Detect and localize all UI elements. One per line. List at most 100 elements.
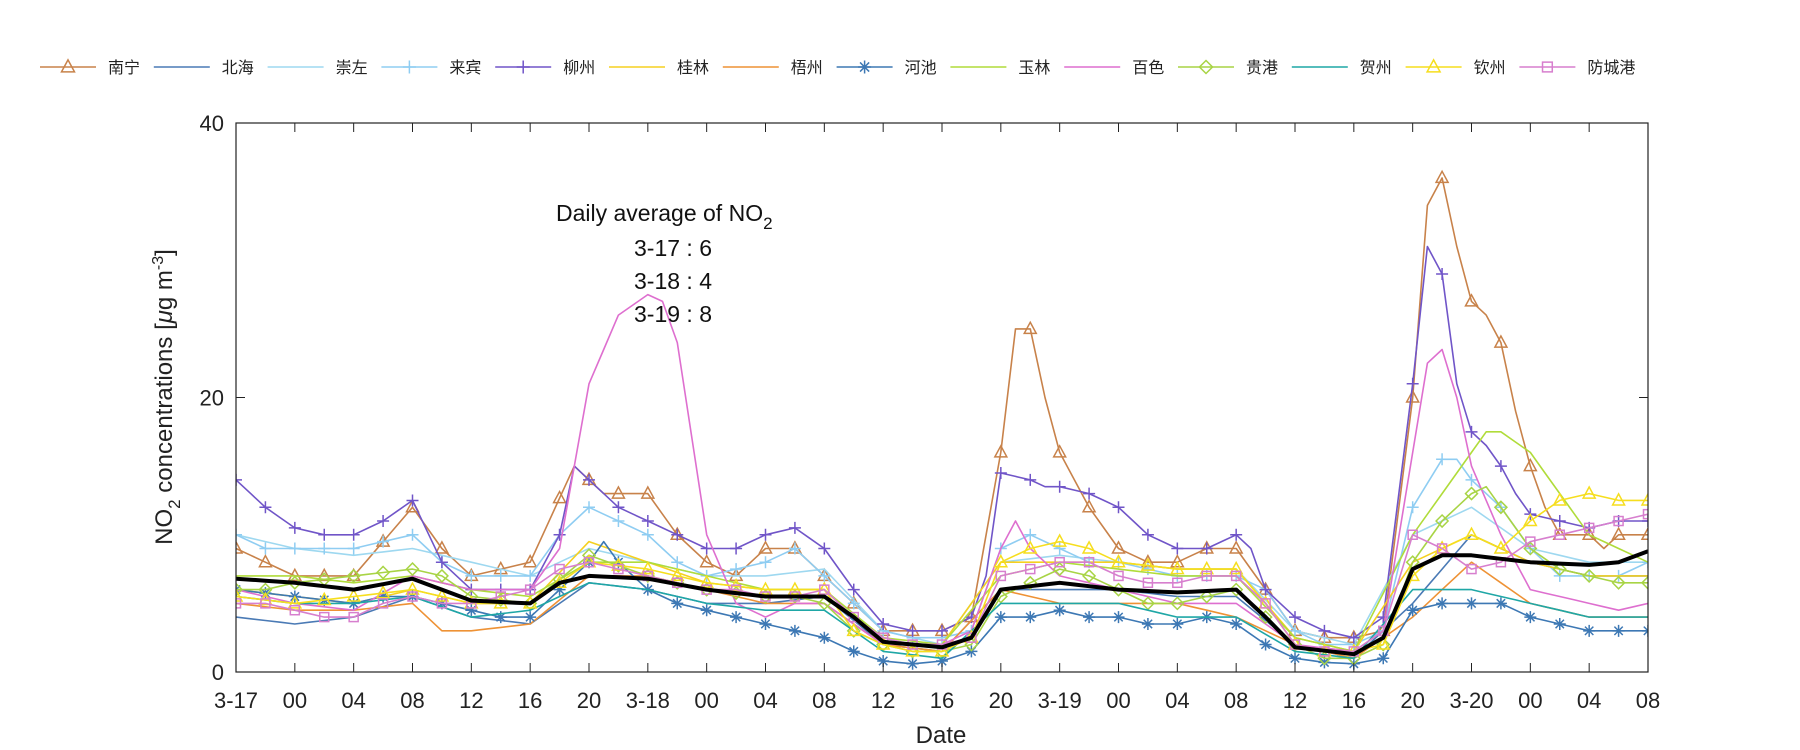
data-point [1642, 556, 1648, 569]
data-point [1053, 542, 1066, 555]
data-point [906, 657, 919, 670]
data-point [1289, 624, 1301, 637]
annotation-line-2: 3-18 : 4 [634, 268, 712, 294]
data-point [847, 583, 860, 596]
x-tick-label: 20 [989, 688, 1013, 713]
data-point [1493, 540, 1509, 554]
legend-label: 桂林 [677, 58, 709, 77]
data-point [1260, 598, 1271, 609]
data-point [1023, 575, 1038, 590]
data-point [788, 542, 801, 555]
data-point [583, 501, 595, 514]
data-point [905, 643, 920, 657]
data-point [318, 542, 331, 555]
data-point [1083, 556, 1095, 568]
x-tick-label: 16 [1342, 688, 1366, 713]
data-point [1289, 611, 1301, 624]
data-point [236, 540, 244, 554]
data-point [1053, 480, 1066, 493]
annotation-line-1: 3-17 : 6 [634, 235, 712, 261]
data-point [700, 604, 713, 617]
x-tick-label: 08 [400, 688, 424, 713]
data-point [1465, 473, 1478, 486]
data-point [258, 582, 273, 597]
series-line [236, 245, 1648, 639]
data-point [1581, 526, 1597, 540]
data-point [316, 591, 332, 606]
data-point [406, 528, 419, 541]
legend-marker [516, 60, 530, 74]
data-point [906, 624, 919, 637]
plot-area [235, 122, 1649, 673]
data-point [376, 565, 391, 580]
legend-label: 南宁 [108, 58, 140, 77]
data-point [936, 655, 948, 668]
series-13 [236, 508, 1648, 657]
data-point [288, 542, 301, 555]
data-point [406, 494, 419, 507]
legend-label: 河池 [905, 58, 937, 77]
data-point [1081, 540, 1097, 554]
data-point [1552, 492, 1568, 506]
data-point [1054, 556, 1065, 568]
y-tick-label: 0 [212, 660, 224, 685]
x-tick-label: 04 [753, 688, 777, 713]
data-point [377, 535, 390, 548]
data-point [993, 554, 1009, 568]
data-point [1141, 528, 1154, 541]
data-point [236, 588, 244, 602]
data-point [377, 590, 390, 603]
data-point [258, 554, 273, 568]
data-point [1289, 652, 1301, 665]
data-point [641, 528, 654, 541]
data-point [700, 542, 713, 555]
data-point [1171, 617, 1184, 630]
data-point [1024, 473, 1037, 486]
data-point [1464, 486, 1479, 501]
data-point [1112, 611, 1125, 624]
x-tick-label: 00 [1518, 688, 1542, 713]
data-point [1464, 526, 1479, 540]
series-line [236, 513, 1648, 653]
data-point [1259, 583, 1272, 596]
data-point [1493, 500, 1508, 515]
data-point [553, 528, 566, 541]
data-point [553, 583, 566, 596]
data-point [612, 515, 625, 528]
data-point [434, 588, 450, 602]
daily-average-annotation: Daily average of NO2 3-17 : 6 3-18 : 4 3… [556, 200, 773, 327]
legend-label: 梧州 [791, 58, 823, 77]
data-point [787, 581, 803, 595]
data-point [318, 528, 331, 541]
x-tick-label: 00 [1106, 688, 1130, 713]
data-point [1201, 570, 1212, 582]
data-point [259, 542, 272, 555]
data-point [236, 598, 242, 609]
data-point [1642, 508, 1648, 520]
data-point [1318, 656, 1331, 669]
data-point [671, 556, 684, 569]
data-point [287, 567, 303, 582]
data-point [236, 528, 242, 541]
legend-entry-0: 南宁 [40, 58, 140, 77]
data-point [936, 624, 948, 637]
legend-entry-10: 贵港 [1178, 58, 1278, 77]
data-point [1640, 492, 1648, 506]
x-tick-label: 08 [1636, 688, 1660, 713]
y-axis-title: NO2 concentrations [μg m-3] [150, 249, 184, 545]
data-point [377, 598, 389, 609]
data-point [995, 570, 1007, 582]
y-tick-label: 40 [200, 111, 224, 136]
data-point [1199, 589, 1214, 604]
data-point [818, 542, 831, 555]
data-point [288, 521, 301, 534]
data-point [259, 501, 272, 514]
data-point [818, 631, 831, 644]
data-point [1052, 533, 1067, 547]
data-point [846, 622, 862, 637]
data-point [554, 563, 565, 575]
legend-label: 百色 [1132, 58, 1164, 77]
series-daily-mean [236, 549, 1648, 657]
x-tick-label: 04 [1577, 688, 1601, 713]
data-point [877, 617, 890, 630]
